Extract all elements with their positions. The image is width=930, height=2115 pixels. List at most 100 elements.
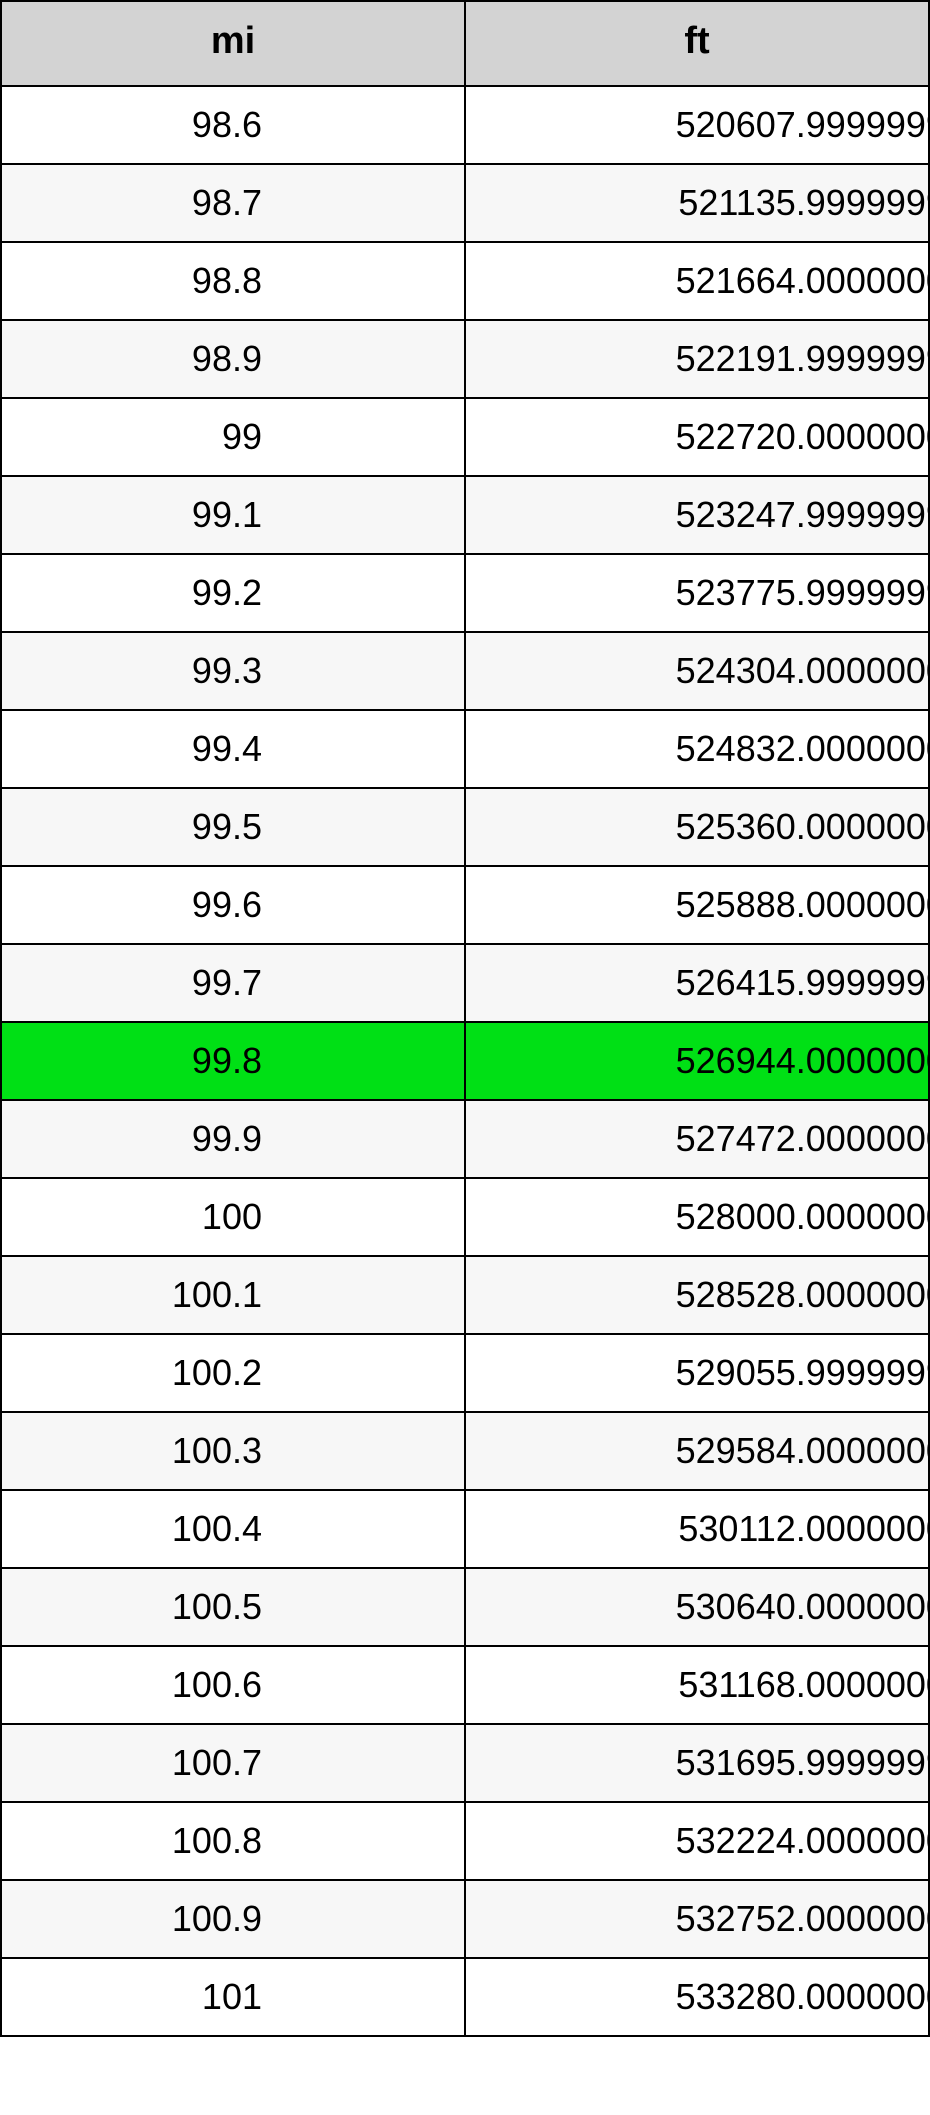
table-row: 99.6525888.0000000000 xyxy=(1,866,929,944)
cell-ft: 532752.0000000000 xyxy=(465,1880,929,1958)
cell-mi: 99.6 xyxy=(1,866,465,944)
cell-mi: 99.8 xyxy=(1,1022,465,1100)
cell-ft: 530112.0000000000 xyxy=(465,1490,929,1568)
cell-mi: 100.8 xyxy=(1,1802,465,1880)
table-row: 100.3529584.0000000000 xyxy=(1,1412,929,1490)
cell-ft-value: 531168.0000000000 xyxy=(466,1664,930,1706)
table-row: 99.1523247.9999999999 xyxy=(1,476,929,554)
cell-mi: 100.5 xyxy=(1,1568,465,1646)
table-row: 100528000.0000000000 xyxy=(1,1178,929,1256)
cell-mi-value: 100.6 xyxy=(2,1664,262,1706)
cell-ft-value: 532224.0000000000 xyxy=(466,1820,930,1862)
conversion-table: mi ft 98.6 520607.9999999999 98.7 521135.99… xyxy=(0,0,930,2037)
cell-ft-value: 520607.9999999999 xyxy=(466,104,930,146)
cell-mi: 100.7 xyxy=(1,1724,465,1802)
cell-ft: 523775.9999999999 xyxy=(465,554,929,632)
cell-ft-value: 529584.0000000000 xyxy=(466,1430,930,1472)
cell-ft-value: 525888.0000000000 xyxy=(466,884,930,926)
cell-ft: 520607.9999999999 xyxy=(465,86,929,164)
table-row: 100.9 532752.0000000000 xyxy=(1,1880,929,1958)
cell-ft-value: 521135.9999999999 xyxy=(466,182,930,224)
cell-mi-value: 100.1 xyxy=(2,1274,262,1316)
cell-mi-value: 99.4 xyxy=(2,728,262,770)
table-row: 100.5 530640.0000000000 xyxy=(1,1568,929,1646)
column-header-mi: mi xyxy=(1,1,465,86)
cell-mi-value: 100.8 xyxy=(2,1820,262,1862)
cell-mi: 98.6 xyxy=(1,86,465,164)
cell-mi-value: 100.4 xyxy=(2,1508,262,1550)
table-row: 100.4 530112.0000000000 xyxy=(1,1490,929,1568)
cell-ft-value: 532752.0000000000 xyxy=(466,1898,930,1940)
cell-mi-value: 100.9 xyxy=(2,1898,262,1940)
table-row: 98.6 520607.9999999999 xyxy=(1,86,929,164)
cell-ft: 522720.0000000000 xyxy=(465,398,929,476)
cell-ft-value: 526944.0000000000 xyxy=(466,1040,930,1082)
cell-mi-value: 99.3 xyxy=(2,650,262,692)
cell-ft: 525888.0000000000 xyxy=(465,866,929,944)
cell-ft-value: 530640.0000000000 xyxy=(466,1586,930,1628)
cell-ft: 525360.0000000000 xyxy=(465,788,929,866)
cell-mi: 99.2 xyxy=(1,554,465,632)
table-row: 99.2 523775.9999999999 xyxy=(1,554,929,632)
table-row: 100.6 531168.0000000000 xyxy=(1,1646,929,1724)
cell-ft: 529055.9999999999 xyxy=(465,1334,929,1412)
cell-mi-value: 98.6 xyxy=(2,104,262,146)
table-row: 101533280.0000000000 xyxy=(1,1958,929,2036)
cell-mi: 99.3 xyxy=(1,632,465,710)
table-row: 98.7 521135.9999999999 xyxy=(1,164,929,242)
cell-ft-value: 529055.9999999999 xyxy=(466,1352,930,1394)
cell-mi-value: 99.8 xyxy=(2,1040,262,1082)
table-row: 98.8 521664.0000000000 xyxy=(1,242,929,320)
cell-mi-value: 100.5 xyxy=(2,1586,262,1628)
cell-ft: 524304.0000000000 xyxy=(465,632,929,710)
cell-mi-value: 100.2 xyxy=(2,1352,262,1394)
cell-ft-value: 521664.0000000000 xyxy=(466,260,930,302)
cell-ft-value: 533280.0000000000 xyxy=(466,1976,930,2018)
table-row: 100.1 528528.0000000000 xyxy=(1,1256,929,1334)
cell-mi-value: 98.8 xyxy=(2,260,262,302)
table-row: 99 522720.0000000000 xyxy=(1,398,929,476)
cell-mi-value: 99.2 xyxy=(2,572,262,614)
cell-mi: 99.4 xyxy=(1,710,465,788)
cell-ft-value: 530112.0000000000 xyxy=(466,1508,930,1550)
column-header-ft: ft xyxy=(465,1,929,86)
cell-mi: 99.9 xyxy=(1,1100,465,1178)
cell-mi: 99.7 xyxy=(1,944,465,1022)
cell-ft: 528528.0000000000 xyxy=(465,1256,929,1334)
cell-mi-value: 99.9 xyxy=(2,1118,262,1160)
cell-ft-value: 531695.9999999999 xyxy=(466,1742,930,1784)
cell-mi: 98.9 xyxy=(1,320,465,398)
table-row: 100.8 532224.0000000000 xyxy=(1,1802,929,1880)
cell-ft: 523247.9999999999 xyxy=(465,476,929,554)
cell-mi: 100.9 xyxy=(1,1880,465,1958)
cell-ft-value: 524832.0000000000 xyxy=(466,728,930,770)
cell-ft-value: 528528.0000000000 xyxy=(466,1274,930,1316)
cell-ft-value: 523247.9999999999 xyxy=(466,494,930,536)
cell-ft-value: 522720.0000000000 xyxy=(466,416,930,458)
cell-mi-value: 99 xyxy=(2,416,262,458)
table-row: 99.3 524304.0000000000 xyxy=(1,632,929,710)
cell-ft: 528000.0000000000 xyxy=(465,1178,929,1256)
cell-mi: 99.1 xyxy=(1,476,465,554)
cell-ft: 531695.9999999999 xyxy=(465,1724,929,1802)
cell-ft-value: 523775.9999999999 xyxy=(466,572,930,614)
conversion-table-container: mi ft 98.6 520607.9999999999 98.7 521135.99… xyxy=(0,0,930,2037)
table-row: 99.4 524832.0000000000 xyxy=(1,710,929,788)
cell-ft-value: 522191.9999999999 xyxy=(466,338,930,380)
table-row: 99.8 526944.0000000000 xyxy=(1,1022,929,1100)
cell-ft: 521135.9999999999 xyxy=(465,164,929,242)
cell-mi-value: 98.7 xyxy=(2,182,262,224)
table-body: 98.6 520607.9999999999 98.7 521135.99999999… xyxy=(1,86,929,2036)
cell-mi: 100.2 xyxy=(1,1334,465,1412)
cell-mi-value: 98.9 xyxy=(2,338,262,380)
cell-mi-value: 99.7 xyxy=(2,962,262,1004)
table-row: 99.7526415.9999999999 xyxy=(1,944,929,1022)
cell-ft: 533280.0000000000 xyxy=(465,1958,929,2036)
cell-ft: 532224.0000000000 xyxy=(465,1802,929,1880)
table-row: 98.9 522191.9999999999 xyxy=(1,320,929,398)
cell-ft-value: 527472.0000000000 xyxy=(466,1118,930,1160)
cell-ft-value: 528000.0000000000 xyxy=(466,1196,930,1238)
cell-mi: 101 xyxy=(1,1958,465,2036)
cell-ft: 521664.0000000000 xyxy=(465,242,929,320)
cell-ft: 531168.0000000000 xyxy=(465,1646,929,1724)
